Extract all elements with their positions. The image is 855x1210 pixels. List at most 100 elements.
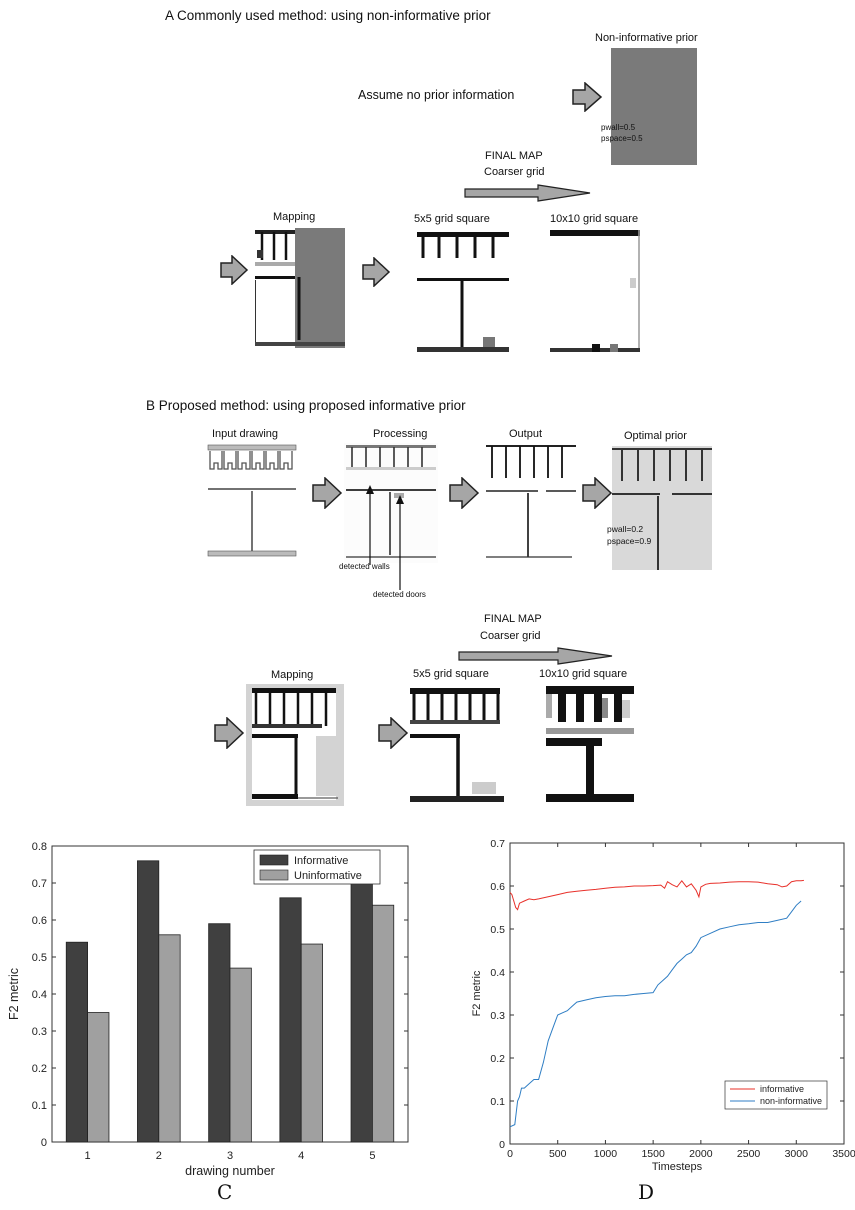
grid5-label-a: 5x5 grid square <box>414 213 490 225</box>
x-axis-label: drawing number <box>185 1164 275 1178</box>
long-arrow-icon <box>458 647 613 665</box>
grid10-label-a: 10x10 grid square <box>550 213 639 225</box>
mapping-label-a: Mapping <box>273 211 316 223</box>
grid5-map-a <box>417 230 509 355</box>
pspace-b: pspace=0.9 <box>607 536 652 546</box>
y-axis-label: F2 metric <box>471 970 483 1016</box>
x-tick-label: 1000 <box>594 1148 618 1160</box>
line-series-non-informative <box>509 900 802 1128</box>
final-map-label-b: FINAL MAP <box>484 613 542 625</box>
y-tick-label: 0.1 <box>32 1100 47 1112</box>
bar-uninformative-3 <box>229 967 252 1143</box>
line-series-informative <box>509 879 804 911</box>
x-tick-label: 5 <box>369 1150 375 1162</box>
optimal-prior-label: Optimal prior <box>624 430 687 442</box>
x-tick-label: 2000 <box>689 1148 713 1160</box>
y-tick-label: 0 <box>499 1139 505 1151</box>
legend-label: Uninformative <box>294 870 362 882</box>
processing-label: Processing <box>373 428 428 440</box>
grid10-map-b <box>538 686 634 808</box>
block-arrow-icon <box>362 257 391 287</box>
output-image <box>484 443 578 563</box>
block-arrow-icon <box>214 717 245 749</box>
y-tick-label: 0 <box>41 1137 47 1149</box>
grid5-label-b: 5x5 grid square <box>413 668 489 680</box>
x-tick-label: 4 <box>298 1150 304 1162</box>
final-map-label-a: FINAL MAP <box>485 150 543 162</box>
legend-box <box>724 1080 828 1110</box>
grid10-label-b: 10x10 grid square <box>539 668 628 680</box>
bar-uninformative-5 <box>371 904 395 1143</box>
y-tick-label: 0.4 <box>490 967 505 979</box>
pspace-a: pspace=0.5 <box>601 134 643 143</box>
bar-uninformative-4 <box>300 943 323 1143</box>
long-arrow-icon <box>464 184 591 202</box>
legend-swatch <box>259 854 289 866</box>
section-b-title: B Proposed method: using proposed inform… <box>146 398 466 413</box>
y-tick-label: 0.3 <box>32 1026 47 1038</box>
y-tick-label: 0.2 <box>32 1063 47 1075</box>
legend-label: non-informative <box>760 1096 822 1106</box>
y-tick-label: 0.1 <box>490 1096 505 1108</box>
mapping-label-b: Mapping <box>271 669 314 681</box>
panel-label-d: D <box>638 1180 655 1204</box>
section-a-title: A Commonly used method: using non-inform… <box>165 8 491 23</box>
y-tick-label: 0.8 <box>32 841 47 853</box>
block-arrow-icon <box>582 477 613 509</box>
y-tick-label: 0.5 <box>490 924 505 936</box>
y-tick-label: 0.6 <box>32 915 47 927</box>
x-tick-label: 500 <box>549 1148 567 1160</box>
y-axis-label: F2 metric <box>7 968 21 1020</box>
mapping-map-b <box>246 684 344 806</box>
bar-informative-2 <box>137 860 160 1143</box>
block-arrow-icon <box>220 255 249 285</box>
x-tick-label: 1500 <box>641 1148 665 1160</box>
bar-informative-3 <box>208 923 231 1143</box>
y-tick-label: 0.6 <box>490 881 505 893</box>
block-arrow-icon <box>312 477 343 509</box>
bar-informative-1 <box>65 941 88 1143</box>
bar-informative-4 <box>279 897 302 1143</box>
coarser-grid-label-b: Coarser grid <box>480 630 541 642</box>
non-informative-prior-map <box>611 48 697 165</box>
mapping-map-a <box>255 228 345 348</box>
bar-chart: 0 0.1 0.2 0.3 0.4 0.5 0.6 0.7 0.8 1 2 3 4 5 drawing nu… <box>7 841 409 1178</box>
legend-label: Informative <box>294 855 348 867</box>
x-tick-label: 2500 <box>737 1148 761 1160</box>
y-tick-label: 0.3 <box>490 1010 505 1022</box>
legend-label: informative <box>760 1084 804 1094</box>
bar-uninformative-1 <box>87 1012 110 1143</box>
pwall-a: pwall=0.5 <box>601 123 636 132</box>
x-tick-label: 3000 <box>785 1148 809 1160</box>
coarser-grid-label-a: Coarser grid <box>484 166 545 178</box>
bar-informative-5 <box>350 856 373 1143</box>
input-drawing-label: Input drawing <box>212 428 279 440</box>
x-tick-label: 2 <box>156 1150 162 1162</box>
y-tick-label: 0.7 <box>32 878 47 890</box>
detected-doors-label: detected doors <box>373 590 426 599</box>
x-tick-label: 3 <box>227 1150 233 1162</box>
block-arrow-icon <box>449 477 480 509</box>
block-arrow-icon <box>572 82 603 112</box>
y-tick-label: 0.2 <box>490 1053 505 1065</box>
panel-label-c: C <box>217 1180 233 1204</box>
legend-swatch <box>259 869 289 881</box>
non-informative-prior-label: Non-informative prior <box>595 32 698 44</box>
x-tick-label: 1 <box>85 1150 91 1162</box>
x-tick-label: 0 <box>507 1148 513 1160</box>
y-tick-label: 0.4 <box>32 989 47 1001</box>
processing-image <box>344 443 438 563</box>
input-drawing-image <box>206 443 300 563</box>
detection-arrows <box>366 485 404 590</box>
x-tick-label: 3500 <box>832 1148 855 1160</box>
y-tick-label: 0.7 <box>490 838 505 850</box>
detected-walls-label: detected walls <box>339 562 390 571</box>
block-arrow-icon <box>378 717 409 749</box>
bar-uninformative-2 <box>158 934 181 1143</box>
output-label: Output <box>509 428 543 440</box>
pwall-b: pwall=0.2 <box>607 524 644 534</box>
assume-text: Assume no prior information <box>358 88 515 102</box>
optimal-prior-map <box>612 446 712 570</box>
y-tick-label: 0.5 <box>32 952 47 964</box>
x-axis-label: Timesteps <box>652 1161 703 1173</box>
